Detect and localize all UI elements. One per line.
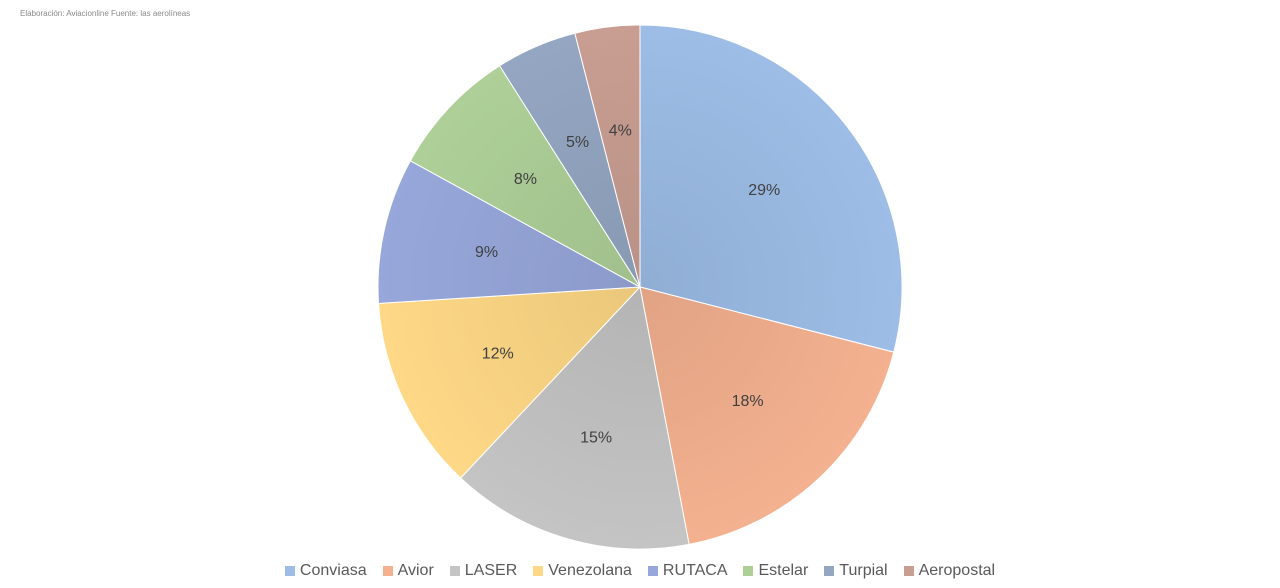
pie-slice-estelar bbox=[409, 65, 641, 288]
pie-slice-rutaca bbox=[377, 160, 642, 304]
data-label-turpial: 5% bbox=[566, 134, 589, 151]
pie-slice-laser bbox=[459, 285, 690, 550]
legend-swatch bbox=[743, 566, 754, 576]
legend-label: Turpial bbox=[839, 562, 888, 579]
legend-swatch bbox=[647, 566, 658, 576]
pie-slice-aeropostal bbox=[574, 24, 641, 288]
chart-legend: Conviasa Avior LASER Venezolana RUTACA Estela… bbox=[0, 560, 1280, 582]
legend-item-rutaca: RUTACA bbox=[647, 562, 728, 580]
legend-item-aeropostal: Aeropostal bbox=[903, 562, 996, 580]
legend-label: LASER bbox=[464, 562, 518, 579]
pie-labels: 29% 18% 15% 12% 9% 8% 5% 4% bbox=[475, 123, 780, 447]
legend-swatch bbox=[449, 566, 460, 576]
legend-item-estelar: Estelar bbox=[743, 562, 808, 580]
legend-item-venezolana: Venezolana bbox=[533, 562, 632, 580]
legend-label: Avior bbox=[397, 562, 434, 579]
data-label-aeropostal: 4% bbox=[609, 123, 632, 140]
legend-item-avior: Avior bbox=[382, 562, 434, 580]
pie-slice-venezolana bbox=[377, 286, 642, 479]
data-label-estelar: 8% bbox=[514, 171, 537, 188]
legend-item-laser: LASER bbox=[449, 562, 518, 580]
data-label-avior: 18% bbox=[732, 393, 764, 410]
data-label-rutaca: 9% bbox=[475, 244, 498, 261]
pie-slice-avior bbox=[639, 286, 895, 545]
legend-label: Estelar bbox=[758, 562, 809, 579]
legend-item-turpial: Turpial bbox=[824, 562, 888, 580]
legend-swatch bbox=[903, 566, 914, 576]
legend-swatch bbox=[382, 566, 393, 576]
data-label-venezolana: 12% bbox=[482, 345, 514, 362]
legend-swatch bbox=[284, 566, 295, 576]
pie-slices bbox=[377, 24, 903, 550]
legend-label: RUTACA bbox=[662, 562, 728, 579]
legend-item-conviasa: Conviasa bbox=[284, 562, 367, 580]
legend-label: Venezolana bbox=[548, 562, 632, 579]
data-label-conviasa: 29% bbox=[748, 182, 780, 199]
data-label-laser: 15% bbox=[580, 429, 612, 446]
legend-swatch bbox=[533, 566, 544, 576]
legend-label: Aeropostal bbox=[918, 562, 996, 579]
chart-caption: Elaboración: Aviacionline Fuente: las ae… bbox=[20, 9, 191, 18]
legend-swatch bbox=[824, 566, 835, 576]
pie-slice-conviasa bbox=[639, 24, 903, 353]
legend-label: Conviasa bbox=[299, 562, 367, 579]
